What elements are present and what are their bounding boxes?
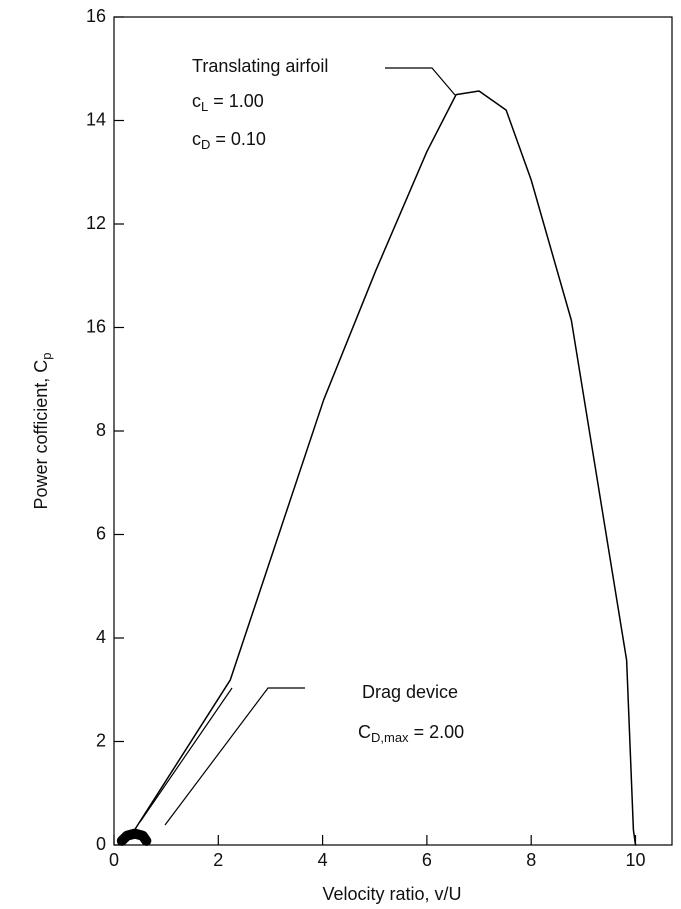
y-tick-label: 16 bbox=[86, 6, 106, 26]
x-tick-label: 0 bbox=[109, 850, 119, 870]
y-axis-label: Power cofficient, Cp bbox=[31, 353, 55, 510]
annotation: CD,max = 2.00 bbox=[358, 722, 464, 746]
label-part: Power cofficient, C bbox=[31, 360, 51, 510]
x-tick-label: 10 bbox=[625, 850, 645, 870]
y-tick-label: 0 bbox=[96, 834, 106, 854]
label-part: C bbox=[358, 722, 371, 742]
annotation: cD = 0.10 bbox=[192, 129, 266, 153]
label-part: c bbox=[192, 129, 201, 149]
annotation: cL = 1.00 bbox=[192, 91, 264, 115]
x-tick-label: 2 bbox=[213, 850, 223, 870]
label-part: = 1.00 bbox=[208, 91, 264, 111]
label-sub: D bbox=[201, 137, 210, 152]
label-sub: L bbox=[201, 99, 208, 114]
label-part: = 2.00 bbox=[409, 722, 465, 742]
y-tick-label: 6 bbox=[96, 523, 106, 543]
x-tick-label: 8 bbox=[526, 850, 536, 870]
x-tick-label: 4 bbox=[318, 850, 328, 870]
y-tick-label: 8 bbox=[96, 420, 106, 440]
label-part: c bbox=[192, 91, 201, 111]
series-label: Translating airfoil bbox=[192, 56, 328, 76]
y-tick-label: 2 bbox=[96, 730, 106, 750]
y-tick-label: 12 bbox=[86, 213, 106, 233]
y-tick-label: 4 bbox=[96, 627, 106, 647]
x-tick-label: 6 bbox=[422, 850, 432, 870]
x-axis-label: Velocity ratio, v/U bbox=[322, 884, 461, 904]
label-part: = 0.10 bbox=[210, 129, 266, 149]
leader-line bbox=[164, 687, 305, 826]
series-line bbox=[134, 90, 637, 846]
label-sub: D,max bbox=[371, 730, 409, 745]
label-sub: p bbox=[39, 353, 54, 360]
leader-line bbox=[139, 687, 233, 823]
leader-line bbox=[385, 67, 456, 96]
series-label: Drag device bbox=[362, 682, 458, 702]
series-line bbox=[116, 828, 152, 846]
y-tick-label: 14 bbox=[86, 109, 106, 129]
y-tick-label: 16 bbox=[86, 316, 106, 336]
